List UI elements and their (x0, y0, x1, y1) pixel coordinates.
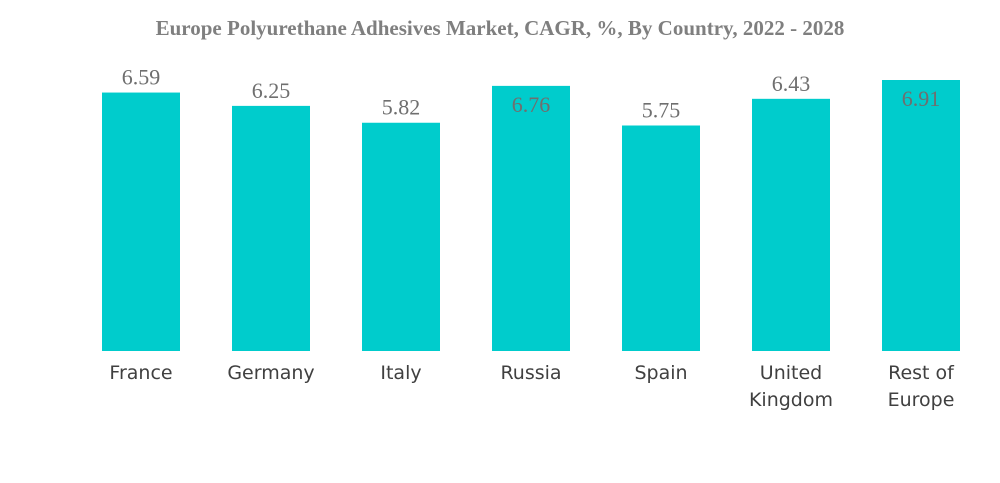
bar-russia (492, 85, 570, 351)
bar-france (102, 92, 180, 351)
category-label: United (760, 362, 822, 384)
bar-germany (232, 105, 310, 352)
category-label: Kingdom (749, 389, 833, 411)
category-label: France (109, 362, 172, 384)
category-label: Russia (500, 362, 561, 384)
category-label: Germany (227, 362, 314, 384)
bar-united-kingdom (752, 98, 830, 351)
category-label: Italy (380, 362, 421, 384)
value-label: 6.76 (512, 92, 551, 117)
category-label: Spain (634, 362, 687, 384)
category-label: Rest of (888, 362, 955, 384)
value-label: 6.25 (252, 78, 291, 103)
bar-rest-of-europe (882, 80, 960, 351)
bar-spain (622, 125, 700, 351)
category-label: Europe (888, 389, 955, 411)
value-label: 6.91 (902, 86, 941, 111)
value-label: 6.59 (122, 65, 161, 90)
value-label: 5.75 (642, 97, 681, 122)
value-label: 6.43 (772, 71, 811, 96)
value-label: 5.82 (382, 95, 421, 120)
bar-italy (362, 122, 440, 351)
chart-title: Europe Polyurethane Adhesives Market, CA… (155, 16, 845, 40)
